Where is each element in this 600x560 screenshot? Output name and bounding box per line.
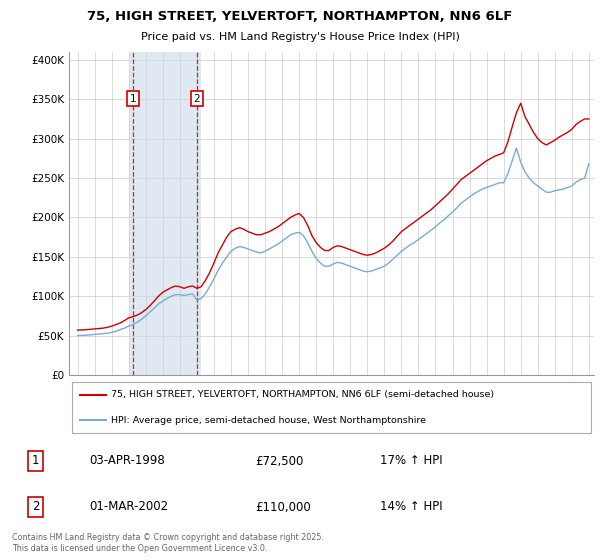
Text: £72,500: £72,500 [256, 455, 304, 468]
Text: 14% ↑ HPI: 14% ↑ HPI [380, 501, 443, 514]
Text: Price paid vs. HM Land Registry's House Price Index (HPI): Price paid vs. HM Land Registry's House … [140, 31, 460, 41]
Text: £110,000: £110,000 [256, 501, 311, 514]
FancyBboxPatch shape [71, 382, 592, 433]
Text: 1: 1 [130, 94, 136, 104]
Bar [128, 52, 201, 375]
Text: 17% ↑ HPI: 17% ↑ HPI [380, 455, 443, 468]
Text: Contains HM Land Registry data © Crown copyright and database right 2025.
This d: Contains HM Land Registry data © Crown c… [12, 533, 324, 553]
Text: 75, HIGH STREET, YELVERTOFT, NORTHAMPTON, NN6 6LF: 75, HIGH STREET, YELVERTOFT, NORTHAMPTON… [88, 11, 512, 24]
Text: HPI: Average price, semi-detached house, West Northamptonshire: HPI: Average price, semi-detached house,… [111, 416, 426, 424]
Text: 01-MAR-2002: 01-MAR-2002 [89, 501, 168, 514]
Text: 03-APR-1998: 03-APR-1998 [89, 455, 165, 468]
Text: 2: 2 [194, 94, 200, 104]
Text: 2: 2 [32, 501, 40, 514]
Text: 1: 1 [32, 455, 40, 468]
Text: 75, HIGH STREET, YELVERTOFT, NORTHAMPTON, NN6 6LF (semi-detached house): 75, HIGH STREET, YELVERTOFT, NORTHAMPTON… [111, 390, 494, 399]
